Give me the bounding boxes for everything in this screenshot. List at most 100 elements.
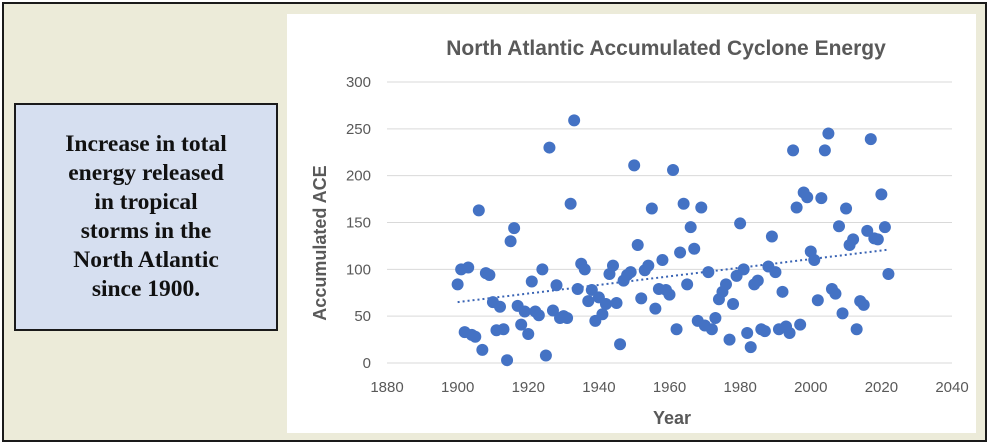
y-tick-label: 250 [346, 121, 371, 138]
data-point [494, 300, 506, 313]
data-point [522, 327, 535, 340]
gridlines [387, 81, 952, 364]
data-point [624, 266, 637, 279]
data-point [734, 217, 747, 230]
data-point [829, 287, 842, 300]
data-point [663, 288, 676, 301]
data-point [649, 302, 662, 315]
data-point [677, 197, 690, 210]
data-point [720, 278, 732, 291]
data-point [501, 354, 514, 367]
data-point [847, 233, 860, 246]
data-point [656, 253, 669, 266]
x-axis-label: Year [653, 408, 691, 428]
y-tick-label: 100 [346, 261, 371, 278]
data-point [833, 220, 845, 233]
data-point [783, 327, 796, 340]
data-point [850, 323, 863, 336]
data-point [871, 233, 884, 246]
data-point [737, 263, 750, 276]
data-point [769, 266, 782, 279]
data-point [571, 283, 584, 296]
data-point [681, 278, 694, 291]
callout-text: Increase in total energy released in tro… [65, 131, 227, 302]
x-tick-label: 1880 [370, 379, 403, 396]
data-point [836, 307, 849, 320]
y-tick-label: 150 [346, 215, 371, 232]
data-point [801, 191, 814, 204]
x-axis-ticks: 1880 1900 1920 1940 1960 1980 2000 2020 2040 [370, 379, 968, 396]
x-tick-label: 1980 [723, 379, 756, 396]
data-point [688, 242, 701, 255]
data-point [525, 275, 538, 288]
chart-title: North Atlantic Accumulated Cyclone Energ… [446, 37, 886, 60]
x-tick-label: 1920 [512, 379, 545, 396]
data-point [840, 202, 853, 215]
data-point [875, 188, 888, 201]
data-point [861, 224, 874, 237]
y-tick-label: 0 [363, 355, 371, 372]
x-tick-label: 1900 [441, 379, 474, 396]
y-tick-label: 300 [346, 74, 371, 91]
data-point [561, 312, 574, 325]
data-point [451, 278, 464, 291]
data-point [532, 309, 545, 322]
data-point [705, 323, 718, 336]
data-point [864, 133, 877, 146]
x-tick-label: 2000 [794, 379, 827, 396]
data-points [451, 114, 895, 367]
data-point [469, 330, 482, 343]
data-point [635, 292, 648, 305]
data-point [536, 263, 549, 276]
y-axis-ticks: 0 50 100 150 200 250 300 [346, 74, 371, 372]
y-tick-label: 50 [354, 308, 371, 325]
data-point [667, 164, 680, 177]
data-point [765, 230, 778, 243]
y-tick-label: 200 [346, 168, 371, 185]
data-point [882, 268, 895, 281]
data-point [811, 294, 824, 307]
data-point [702, 266, 715, 279]
ace-scatter-chart: North Atlantic Accumulated Cyclone Energ… [310, 37, 969, 428]
data-point [564, 197, 577, 210]
callout-box: Increase in total energy released in tro… [14, 103, 278, 331]
data-point [695, 201, 708, 214]
data-point [582, 295, 595, 308]
data-point [483, 268, 496, 281]
data-point [462, 261, 475, 274]
data-point [550, 279, 563, 292]
data-point [878, 221, 891, 234]
data-point [497, 323, 510, 336]
data-point [790, 201, 803, 214]
x-tick-label: 1960 [653, 379, 686, 396]
data-point [546, 304, 559, 317]
data-point [684, 221, 697, 234]
chart-panel: North Atlantic Accumulated Cyclone Energ… [287, 14, 976, 433]
data-point [787, 144, 800, 157]
data-point [504, 235, 517, 248]
data-point [645, 202, 658, 215]
x-tick-label: 2040 [935, 379, 968, 396]
data-point [578, 263, 591, 276]
y-axis-label: Accumulated ACE [310, 165, 330, 320]
data-point [822, 127, 835, 140]
data-point [744, 341, 757, 354]
data-point [628, 159, 641, 172]
data-point [741, 327, 754, 340]
data-point [818, 144, 831, 157]
data-point [614, 338, 627, 351]
data-point [539, 349, 552, 362]
data-point [794, 318, 807, 331]
data-point [751, 274, 764, 287]
x-tick-label: 1940 [582, 379, 615, 396]
data-point [585, 283, 598, 296]
data-point [472, 204, 485, 217]
data-point [607, 259, 619, 272]
data-point [518, 305, 531, 318]
data-point [727, 297, 740, 310]
x-tick-label: 2020 [865, 379, 898, 396]
data-point [568, 114, 581, 127]
data-point [815, 192, 828, 205]
data-point [476, 343, 489, 356]
data-point [776, 285, 789, 298]
